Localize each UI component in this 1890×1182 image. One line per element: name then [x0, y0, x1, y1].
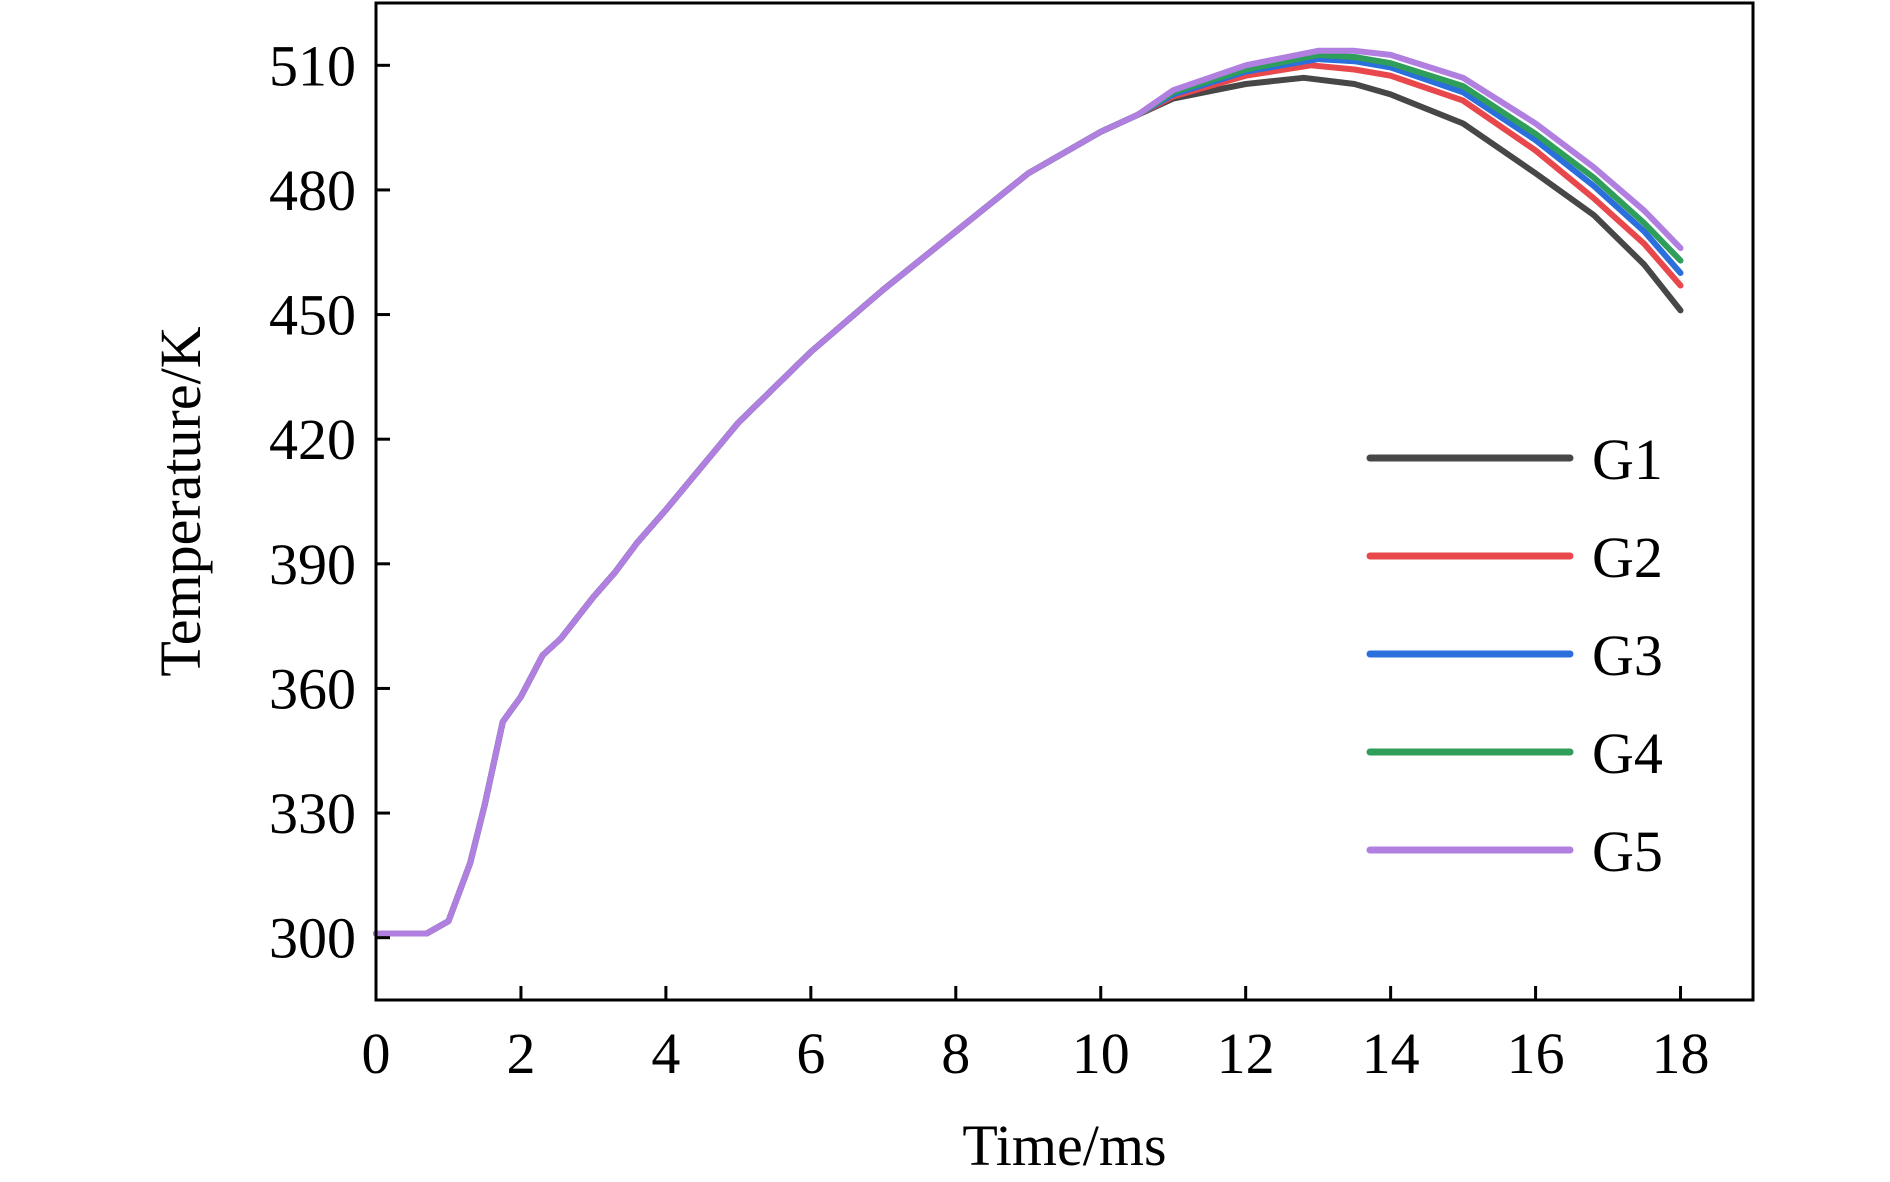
series-line-g1	[373, 74, 1684, 937]
y-tick-label: 420	[269, 407, 356, 472]
x-tick-label: 16	[1507, 1021, 1565, 1086]
x-tick-label: 8	[941, 1021, 970, 1086]
y-tick-label: 360	[269, 656, 356, 721]
legend-label-g1: G1	[1592, 427, 1663, 492]
x-tick-label: 4	[651, 1021, 680, 1086]
x-tick-label: 0	[362, 1021, 391, 1086]
x-tick-label: 10	[1072, 1021, 1130, 1086]
legend-label-g5: G5	[1592, 819, 1663, 884]
y-tick-label: 330	[269, 781, 356, 846]
legend-label-g4: G4	[1592, 721, 1663, 786]
legend: G1 G2 G3 G4 G5	[1366, 427, 1663, 884]
x-axis-label: Time/ms	[962, 1113, 1166, 1177]
axis-layer: 0 2 4 6 8 10 12 14 16 18 300 330 360 390 420 450 480 510	[269, 33, 1710, 1086]
legend-label-g2: G2	[1592, 525, 1663, 590]
plot-frame	[374, 1, 1755, 1002]
y-tick-label: 300	[269, 906, 356, 971]
series-layer	[373, 47, 1684, 937]
series-line-g2	[373, 62, 1684, 937]
y-tick-label: 450	[269, 283, 356, 348]
series-line-g4	[373, 51, 1684, 937]
x-tick-label: 14	[1362, 1021, 1420, 1086]
legend-label-g3: G3	[1592, 623, 1663, 688]
x-tick-label: 6	[796, 1021, 825, 1086]
y-axis-label: Temperature/K	[148, 326, 213, 676]
x-tick-label: 2	[506, 1021, 535, 1086]
series-line-g3	[373, 56, 1684, 937]
series-line-g5	[373, 47, 1684, 937]
y-tick-label: 390	[269, 532, 356, 597]
x-tick-label: 18	[1652, 1021, 1710, 1086]
x-tick-label: 12	[1217, 1021, 1275, 1086]
y-tick-label: 480	[269, 158, 356, 223]
y-tick-label: 510	[269, 33, 356, 98]
